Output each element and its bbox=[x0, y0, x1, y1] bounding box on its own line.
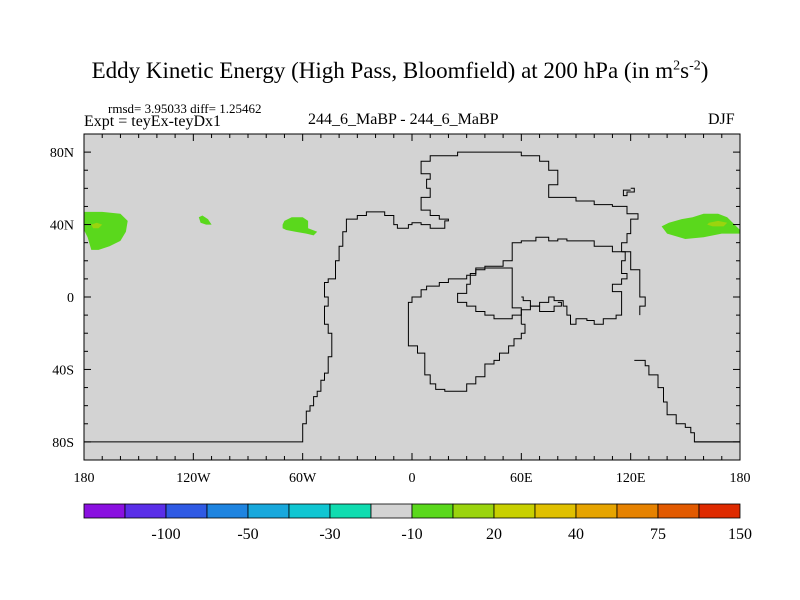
anomaly-region-north-pacific-west-patch bbox=[661, 213, 740, 239]
map-layer bbox=[84, 134, 740, 460]
colorbar-swatch bbox=[370, 503, 413, 519]
coastline-5 bbox=[634, 359, 740, 443]
anomaly-region-hawaii-yellow-spot bbox=[91, 222, 103, 229]
x-tick-label: 0 bbox=[409, 471, 416, 486]
colorbar-swatch bbox=[329, 503, 372, 519]
x-tick-label: 60W bbox=[289, 471, 317, 486]
title-sup2: -2 bbox=[689, 58, 701, 74]
coastline-1 bbox=[407, 267, 526, 392]
x-tick-label: 60E bbox=[510, 471, 533, 486]
colorbar-label: 40 bbox=[568, 526, 584, 543]
stats-label: rmsd= 3.95033 diff= 1.25462 bbox=[108, 101, 262, 116]
colorbar-label: -30 bbox=[319, 526, 340, 543]
x-tick-label: 180 bbox=[74, 471, 95, 486]
experiment-label: Expt = teyEx-teyDx1 bbox=[84, 113, 221, 130]
colorbar-label: -10 bbox=[401, 526, 422, 543]
colorbar-swatch bbox=[616, 503, 659, 519]
x-tick-label: 120E bbox=[616, 471, 646, 486]
anomaly-region-west-pacific-yellow-spot bbox=[707, 220, 728, 227]
colorbar-swatch bbox=[534, 503, 577, 519]
title-sup1: 2 bbox=[673, 58, 681, 74]
colorbar-swatch bbox=[247, 503, 290, 519]
colorbar-label: 150 bbox=[728, 526, 752, 543]
colorbar-label: -50 bbox=[237, 526, 258, 543]
colorbar: -100 -50 -30 -10 20 40 75 150 bbox=[83, 503, 752, 543]
colorbar-swatch bbox=[493, 503, 536, 519]
colorbar-swatch bbox=[698, 503, 741, 519]
colorbar-swatch bbox=[657, 503, 700, 519]
y-tick-label: 40N bbox=[50, 219, 74, 234]
y-tick-label: 40S bbox=[52, 363, 74, 378]
colorbar-swatch bbox=[288, 503, 331, 519]
y-tick-label: 80S bbox=[52, 436, 74, 451]
season-label: DJF bbox=[708, 111, 735, 128]
chart-title: Eddy Kinetic Energy (High Pass, Bloomfie… bbox=[0, 58, 800, 84]
center-label: 244_6_MaBP - 244_6_MaBP bbox=[308, 111, 499, 128]
title-s: s bbox=[680, 58, 690, 83]
anomaly-region-north-pacific-small-blob bbox=[198, 215, 212, 225]
coastline-2 bbox=[521, 296, 562, 312]
colorbar-label: 20 bbox=[486, 526, 502, 543]
colorbar-swatch bbox=[575, 503, 618, 519]
y-tick-label: 0 bbox=[67, 291, 74, 306]
x-tick-label: 120W bbox=[176, 471, 211, 486]
colorbar-swatch bbox=[124, 503, 167, 519]
coastline-6 bbox=[622, 187, 635, 197]
axes-layer: 180 120W 60W 0 60E 120E 180 80N 40N 0 40S 80S bbox=[50, 133, 751, 486]
coastline-0 bbox=[84, 151, 639, 443]
x-tick-label: 180 bbox=[730, 471, 751, 486]
colorbar-label: -100 bbox=[151, 526, 180, 543]
anomaly-region-north-pacific-east-patch bbox=[84, 211, 128, 250]
colorbar-swatch bbox=[206, 503, 249, 519]
y-tick-label: 80N bbox=[50, 146, 74, 161]
title-end: ) bbox=[700, 58, 709, 83]
coastline-3 bbox=[621, 251, 646, 316]
colorbar-label: 75 bbox=[650, 526, 666, 543]
colorbar-swatch bbox=[452, 503, 495, 519]
colorbar-swatch bbox=[165, 503, 208, 519]
colorbar-swatch bbox=[83, 503, 126, 519]
title-main: Eddy Kinetic Energy (High Pass, Bloomfie… bbox=[91, 58, 674, 83]
anomaly-region-north-america-blob bbox=[282, 217, 318, 236]
colorbar-swatch bbox=[411, 503, 454, 519]
